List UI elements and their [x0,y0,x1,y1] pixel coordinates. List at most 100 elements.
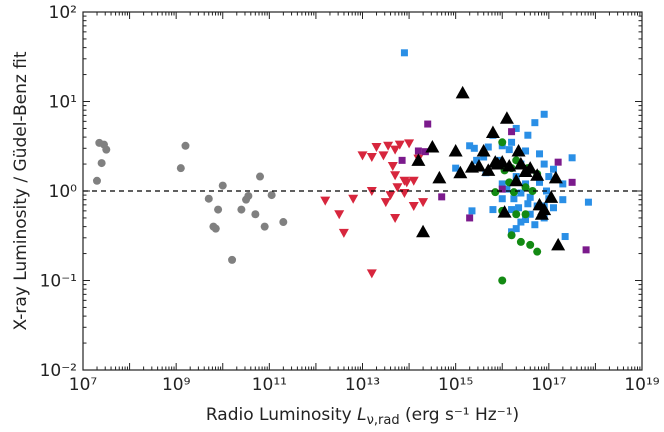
data-point-gray-circles [228,255,237,264]
data-point-black-triangles [530,168,545,181]
data-point-green-circles [521,183,530,192]
data-point-red-triangles [366,269,377,279]
data-point-purple-squares [398,156,406,164]
data-point-red-triangles [357,151,368,161]
data-point-blue-squares [510,195,518,203]
data-point-gray-circles [102,145,111,154]
data-point-purple-squares [508,128,516,136]
data-point-blue-squares [400,49,408,57]
data-point-gray-circles [251,210,260,219]
data-point-blue-squares [484,143,492,151]
data-point-black-triangles [495,155,510,168]
plot-frame [82,11,643,371]
y-axis-label: X-ray Luminosity / Güdel-Benz fit [11,51,31,330]
x-axis-label: Radio Luminosity Lν,rad (erg s⁻¹ Hz⁻¹) [206,405,519,428]
data-point-black-triangles [432,170,447,184]
data-point-black-triangles [485,125,500,139]
data-point-black-triangles [499,111,514,124]
data-point-red-triangles [390,145,401,155]
y-tick-label: 10⁻¹ [40,272,77,292]
data-point-purple-squares [554,158,562,166]
data-point-black-triangles [425,140,440,153]
data-point-gray-circles [218,181,227,190]
y-tick-label: 10² [49,3,77,23]
data-point-black-triangles [448,143,463,157]
series-gray-circles [92,138,288,264]
data-point-blue-squares [508,138,516,146]
data-point-gray-circles [92,176,101,185]
data-point-blue-squares [452,164,460,172]
data-point-black-triangles [453,165,468,179]
y-tick-label: 10⁻² [40,361,77,381]
data-point-red-triangles [390,213,401,223]
data-point-black-triangles [534,207,549,220]
data-point-red-triangles [404,139,415,149]
data-point-black-triangles [481,163,496,176]
x-tick-label: 10⁹ [162,375,191,395]
data-point-blue-squares [536,150,544,158]
x-tick-label: 10¹⁹ [624,375,659,395]
data-point-blue-squares [517,218,525,226]
data-point-purple-squares [438,193,446,201]
data-point-gray-circles [176,164,185,173]
data-point-red-triangles [380,198,391,208]
data-point-red-triangles [320,196,331,206]
data-point-black-triangles [518,164,533,178]
data-point-blue-squares [584,198,592,206]
data-point-blue-squares [522,216,530,224]
data-point-blue-squares [559,196,567,204]
data-point-red-triangles [394,140,405,150]
data-point-blue-squares [503,185,511,193]
data-point-gray-circles [256,172,265,181]
data-point-blue-squares [517,189,525,197]
data-point-red-triangles [390,171,401,181]
data-point-blue-squares [549,204,557,212]
data-point-black-triangles [455,85,470,99]
data-point-purple-squares [498,185,506,193]
data-point-blue-squares [540,110,548,118]
y-tick-label: 10⁰ [49,182,78,202]
data-point-purple-squares [466,214,474,222]
series-blue-squares [400,49,592,241]
data-point-green-circles [521,210,530,219]
data-point-red-triangles [338,228,349,238]
data-point-gray-circles [244,191,253,200]
axis-titles: Radio Luminosity Lν,rad (erg s⁻¹ Hz⁻¹) X… [11,51,519,428]
data-point-green-circles [509,188,518,197]
x-tick-label: 10⁷ [69,375,98,395]
data-point-black-triangles [548,170,563,184]
data-point-gray-circles [260,222,269,231]
x-tick-label: 10¹⁵ [438,375,473,395]
x-tick-label: 10¹¹ [252,375,287,395]
data-point-blue-squares [549,165,557,173]
y-tick-label: 10¹ [49,93,77,113]
data-point-green-circles [533,247,542,256]
data-point-blue-squares [536,178,544,186]
data-point-red-triangles [408,201,419,211]
data-point-red-triangles [385,191,396,201]
data-point-purple-squares [414,147,422,155]
data-point-purple-squares [568,178,576,186]
data-point-blue-squares [512,225,520,233]
data-point-blue-squares [524,131,532,139]
data-point-gray-circles [267,191,276,200]
data-point-blue-squares [526,210,534,218]
data-point-purple-squares [421,148,429,156]
series-red-triangles [320,139,429,279]
data-point-blue-squares [545,173,553,181]
data-point-green-circles [526,240,535,249]
data-point-black-triangles [511,143,526,157]
data-point-green-circles [528,187,537,195]
data-point-purple-squares [424,120,432,128]
data-point-gray-circles [204,194,213,203]
data-point-green-circles [498,138,507,147]
data-point-red-triangles [383,141,394,151]
data-point-blue-squares [489,206,497,214]
data-point-blue-squares [515,204,523,212]
data-point-green-circles [516,237,525,246]
data-point-black-triangles [502,159,517,172]
data-point-blue-squares [473,156,481,164]
data-point-black-triangles [513,157,528,170]
data-point-green-circles [498,276,507,285]
data-point-purple-squares [582,246,590,254]
